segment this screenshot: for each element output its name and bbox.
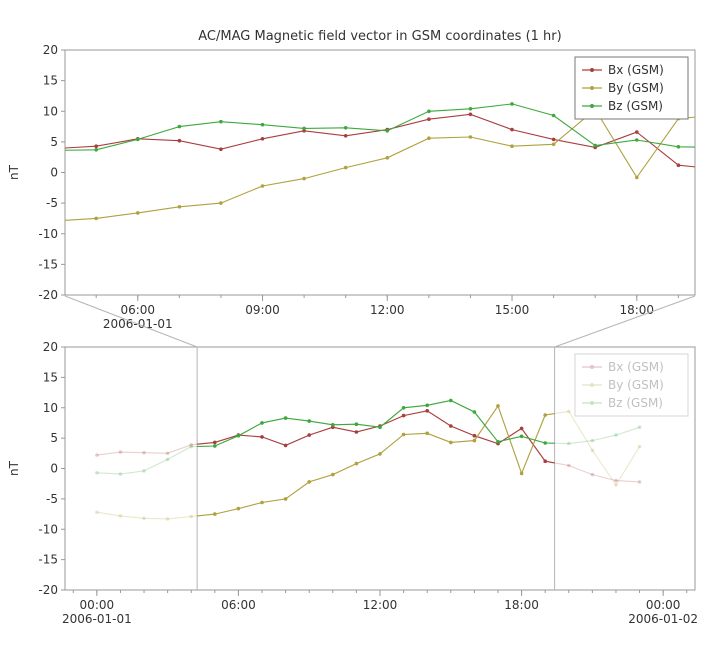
series-markers-bygsm	[213, 404, 547, 516]
y-axis-label: nT	[7, 164, 21, 180]
y-tick-label: 20	[43, 43, 58, 57]
y-tick-label: 10	[43, 401, 58, 415]
series-markers-bzgsm	[213, 398, 547, 448]
legend-label: Bz (GSM)	[608, 396, 663, 410]
y-tick-label: -5	[46, 492, 58, 506]
series-markers-bzgsm	[94, 102, 681, 152]
legend-label: By (GSM)	[608, 378, 664, 392]
y-tick-label: -15	[38, 553, 58, 567]
legend-swatch-marker	[590, 104, 594, 108]
x-axis-date-label: 2006-01-02	[628, 612, 698, 626]
y-tick-label: 5	[50, 431, 58, 445]
y-axis-label: nT	[7, 460, 21, 476]
x-tick-label: 06:00	[120, 303, 155, 317]
series-markers-bxgsm	[213, 409, 547, 464]
x-tick-label: 09:00	[245, 303, 280, 317]
x-tick-label: 06:00	[221, 598, 256, 612]
x-tick-label: 00:00	[80, 598, 115, 612]
series-group-context-24hr	[95, 398, 642, 521]
plot-context-24hr: -20-15-10-505101520nT00:002006-01-0106:0…	[7, 340, 698, 626]
y-tick-label: -20	[38, 288, 58, 302]
legend-swatch-marker	[590, 86, 594, 90]
legend-swatch-marker	[590, 68, 594, 72]
y-tick-label: -5	[46, 196, 58, 210]
legend-zoom-1hr[interactable]: Bx (GSM) By (GSM) Bz (GSM)	[574, 56, 689, 120]
legend-label: By (GSM)	[608, 81, 664, 95]
legend-box	[574, 353, 689, 417]
connector-line-right	[554, 295, 696, 348]
y-tick-label: 20	[43, 340, 58, 354]
y-tick-label: 0	[50, 462, 58, 476]
legend-swatch-marker	[590, 365, 594, 369]
y-tick-label: -20	[38, 583, 58, 597]
plot-area-context-24hr[interactable]	[64, 346, 696, 591]
y-tick-label: 15	[43, 370, 58, 384]
legend-swatch-marker	[590, 383, 594, 387]
chart-title: AC/MAG Magnetic field vector in GSM coor…	[198, 29, 561, 44]
legend-context-24hr[interactable]: Bx (GSM) By (GSM) Bz (GSM)	[574, 353, 689, 417]
x-tick-label: 18:00	[504, 598, 539, 612]
x-tick-label: 12:00	[363, 598, 398, 612]
x-tick-label: 15:00	[495, 303, 530, 317]
y-tick-label: -15	[38, 257, 58, 271]
legend-swatch-marker	[590, 401, 594, 405]
connector-line-left	[64, 295, 198, 348]
y-tick-label: 15	[43, 74, 58, 88]
y-tick-label: 5	[50, 135, 58, 149]
series-group-zoom-1hr	[65, 102, 695, 221]
y-tick-label: 0	[50, 166, 58, 180]
y-tick-label: -10	[38, 522, 58, 536]
plot-zoom-1hr: AC/MAG Magnetic field vector in GSM coor…	[7, 29, 696, 331]
legend-label: Bx (GSM)	[608, 63, 664, 77]
legend-label: Bx (GSM)	[608, 360, 664, 374]
legend-label: Bz (GSM)	[608, 99, 663, 113]
x-tick-label: 12:00	[370, 303, 405, 317]
y-tick-label: -10	[38, 227, 58, 241]
x-axis-date-label: 2006-01-01	[62, 612, 132, 626]
x-tick-label: 00:00	[646, 598, 681, 612]
x-tick-label: 18:00	[619, 303, 654, 317]
y-tick-label: 10	[43, 104, 58, 118]
